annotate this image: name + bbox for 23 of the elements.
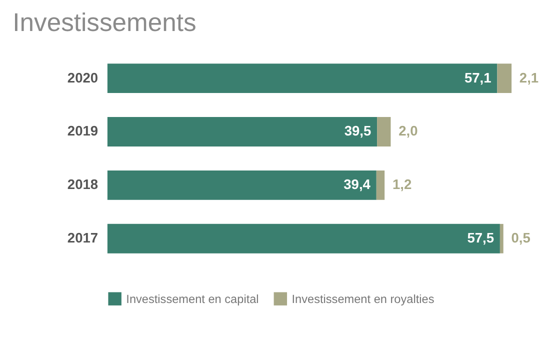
chart-title: Investissements [12,8,196,37]
y-tick-label: 2019 [67,124,98,139]
legend-label: Investissement en royalties [292,292,434,306]
bar [107,224,500,254]
bar [107,64,498,94]
data-label: 0,5 [511,230,531,246]
y-tick-label: 2017 [67,230,98,246]
bar [107,117,378,146]
bar [497,64,512,94]
bar [500,224,504,254]
y-tick-label: 2020 [67,70,98,86]
data-label: 57,5 [467,230,494,246]
data-label: 57,1 [464,70,492,86]
legend-label: Investissement en capital [126,292,259,306]
data-label: 2,1 [519,70,539,86]
data-label: 2,0 [398,124,418,139]
bar [107,170,376,200]
data-label: 1,2 [392,177,412,192]
data-label: 39,5 [344,124,372,139]
bar [376,170,385,200]
data-label: 39,4 [344,177,371,192]
bar [377,117,391,146]
y-tick-label: 2018 [67,177,98,192]
